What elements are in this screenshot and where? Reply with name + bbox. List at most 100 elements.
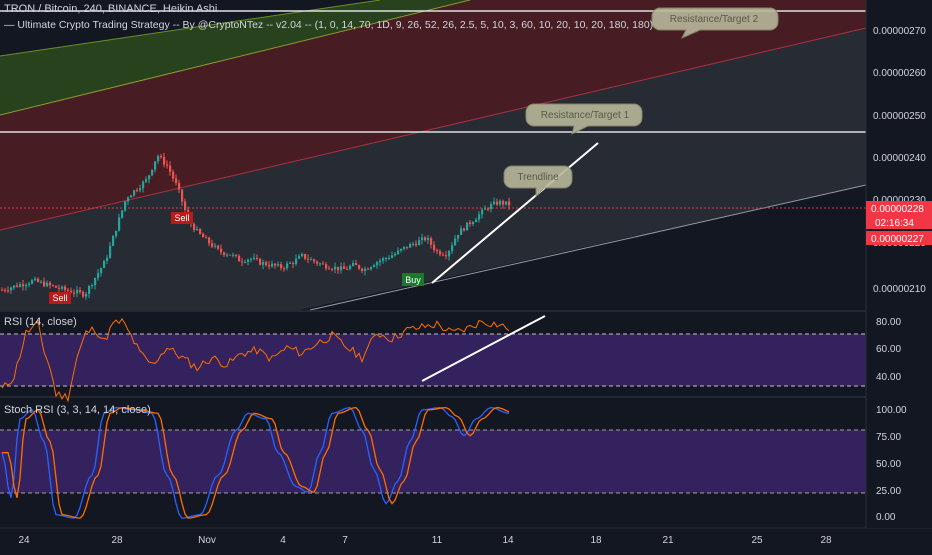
candle-body [400, 248, 403, 251]
candle-body [325, 264, 328, 269]
candle-body [136, 190, 139, 192]
candle-body [454, 238, 457, 246]
candle-body [154, 161, 157, 170]
time-tick: 28 [111, 535, 123, 546]
candle-body [247, 259, 250, 263]
price-tick: 0.00000260 [873, 68, 926, 79]
time-tick: Nov [198, 535, 216, 546]
candle-body [220, 248, 223, 253]
candle-body [52, 285, 55, 287]
trendline [431, 142, 599, 284]
price-tick: 0.00000250 [873, 111, 926, 122]
candle-body [205, 237, 208, 239]
rsi-band [0, 334, 866, 386]
candle-body [352, 262, 355, 267]
candle-body [106, 257, 109, 261]
candle-body [232, 254, 235, 256]
rsi-tick: 60.00 [876, 344, 901, 355]
candle-body [376, 262, 379, 266]
candle-body [259, 258, 262, 265]
candle-body [73, 292, 76, 294]
callout-target-1-text: Resistance/Target 1 [541, 110, 630, 121]
candle-body [64, 286, 67, 291]
candle-body [163, 156, 166, 165]
candle-body [22, 284, 25, 287]
current-price-text: 0.00000228 [871, 204, 924, 215]
candle-body [55, 285, 58, 288]
candle-body [94, 277, 97, 286]
candle-body [226, 254, 229, 256]
candle-body [241, 261, 244, 263]
candle-body [133, 190, 136, 196]
candle-body [202, 233, 205, 238]
signal-buy-text: Buy [405, 275, 421, 285]
candle-body [415, 243, 418, 246]
candle-body [412, 243, 415, 245]
candle-body [40, 281, 43, 283]
rsi-trendline [421, 315, 546, 382]
candle-body [484, 208, 487, 210]
candle-body [430, 238, 433, 245]
candle-body [397, 250, 400, 254]
stoch-k-line [1, 406, 510, 519]
candle-body [367, 268, 370, 270]
candle-body [289, 262, 292, 264]
candle-body [445, 255, 448, 257]
time-tick: 4 [280, 535, 286, 546]
price-tick: 0.00000210 [873, 284, 926, 295]
candle-body [19, 284, 22, 287]
candle-body [169, 165, 172, 172]
candle-body [448, 251, 451, 257]
callout-trendline: Trendline [503, 165, 573, 198]
candle-body [178, 183, 181, 190]
candle-body [301, 254, 304, 257]
candle-body [439, 251, 442, 255]
candle-body [340, 266, 343, 271]
rsi-tick: 40.00 [876, 372, 901, 383]
price-tick: 0.00000230 [873, 195, 926, 206]
candle-body [16, 285, 19, 287]
candle-body [46, 282, 49, 287]
stoch-band [0, 430, 866, 493]
time-axis[interactable]: 24 28 Nov 4 7 11 14 18 21 25 28 [18, 535, 832, 546]
candle-body [61, 286, 64, 289]
rsi-pane[interactable] [0, 315, 866, 403]
price-axis[interactable]: 0.00000270 0.00000260 0.00000250 0.00000240… [865, 0, 932, 528]
strategy-title: — Ultimate Crypto Trading Strategy -- By… [4, 19, 654, 31]
candle-body [304, 254, 307, 259]
candle-body [334, 266, 337, 270]
candle-body [331, 269, 334, 271]
candle-body [193, 224, 196, 231]
candle-body [115, 230, 118, 236]
candle-body [274, 263, 277, 266]
candle-body [253, 257, 256, 259]
candle-body [373, 265, 376, 268]
candle-body [403, 246, 406, 249]
candle-body [385, 258, 388, 260]
candle-body [79, 290, 82, 292]
stoch-rsi-pane[interactable] [0, 406, 866, 519]
second-price-text: 0.00000227 [871, 234, 924, 245]
candle-body [127, 197, 130, 202]
candle-body [388, 257, 391, 259]
time-tick: 14 [502, 535, 514, 546]
signal-sell-2: Sell [49, 292, 71, 304]
candle-body [436, 250, 439, 252]
signal-buy: Buy [402, 273, 424, 286]
candle-body [283, 268, 286, 270]
candle-body [271, 263, 274, 267]
time-tick: 25 [751, 535, 763, 546]
candle-body [112, 235, 115, 246]
stoch-tick: 25.00 [876, 486, 901, 497]
candle-body [406, 246, 409, 248]
callout-target-1: Resistance/Target 1 [525, 103, 643, 135]
candle-body [208, 237, 211, 244]
candle-body [124, 201, 127, 211]
price-pane[interactable] [0, 0, 867, 311]
candle-body [433, 244, 436, 251]
candle-body [475, 219, 478, 223]
candle-body [67, 290, 70, 292]
candle-body [496, 201, 499, 205]
